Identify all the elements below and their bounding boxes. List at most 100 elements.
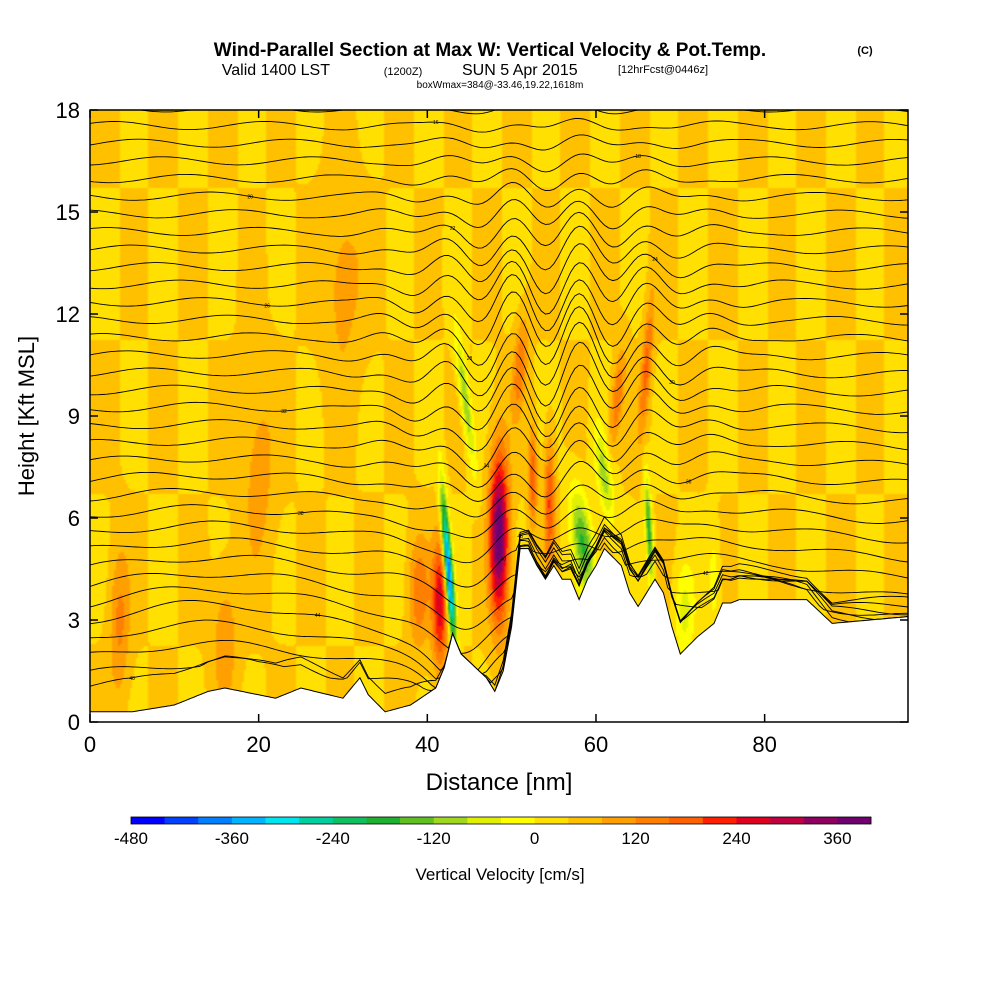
theta-contour (89, 527, 909, 671)
theta-contour (89, 260, 909, 315)
y-tick-label: 3 (68, 608, 80, 633)
theta-contour-label: 48 (129, 676, 135, 682)
theta-contour (89, 168, 909, 192)
subtitle-forecast: [12hrFcst@0446z] (618, 64, 708, 76)
theta-contour (89, 153, 909, 173)
colorbar-segment (669, 817, 704, 824)
colorbar-segment (366, 817, 401, 824)
theta-contour (89, 321, 909, 386)
colorbar-frame (130, 816, 872, 825)
theta-contour (89, 341, 909, 407)
colorbar-tick-label: 0 (530, 829, 539, 848)
theta-contour (89, 536, 909, 610)
colorbar-tick-label: 120 (621, 829, 649, 848)
x-tick-label: 80 (752, 732, 776, 757)
colorbar-tick-label: -480 (114, 829, 148, 848)
theta-contour-label: 36 (686, 479, 692, 485)
potential-temperature-contours (89, 109, 909, 694)
colorbar-ticks: -480 -360 -240 -120 0 120 240 360 (114, 829, 852, 848)
x-tick-label: 0 (84, 732, 96, 757)
theta-contour-label: 46 (517, 534, 523, 540)
y-tick-label: 15 (56, 200, 80, 225)
colorbar-segment (702, 817, 737, 824)
colorbar-segment (635, 817, 670, 824)
theta-contour (89, 523, 909, 693)
colorbar-tick-label: 360 (823, 829, 851, 848)
colorbar-segment (467, 817, 502, 824)
theta-contour (89, 199, 909, 230)
theta-contour (89, 211, 909, 249)
subtitle-valid: Valid 1400 LST (222, 62, 330, 79)
x-axis: 0 20 40 60 80 (84, 110, 777, 757)
colorbar-segment (131, 817, 165, 824)
x-tick-label: 40 (415, 732, 439, 757)
y-tick-label: 0 (68, 710, 80, 735)
potential-temperature-contour-labels: 48 46 44 42 40 38 36 34 32 30 28 26 24 22 20 18 16 (129, 120, 708, 682)
colorbar-segment (164, 817, 199, 824)
theta-contour-label: 40 (500, 556, 506, 562)
theta-contour (89, 182, 909, 208)
theta-contour (89, 518, 909, 564)
theta-contour (89, 499, 909, 539)
plot-area: 48 46 44 42 40 38 36 34 32 30 28 26 24 22 20 18 16 (89, 109, 909, 723)
colorbar-segment (736, 817, 771, 824)
theta-contour-label: 34 (484, 464, 490, 470)
theta-contour (89, 530, 909, 630)
y-tick-label: 18 (56, 98, 80, 123)
terrain-mask (89, 547, 909, 723)
theta-contour (89, 516, 909, 694)
y-axis-label: Height [Kft MSL] (14, 336, 39, 496)
y-tick-label: 12 (56, 302, 80, 327)
colorbar-segment (601, 817, 636, 824)
x-tick-label: 60 (584, 732, 608, 757)
theta-contour (89, 528, 908, 689)
theta-contour (90, 364, 909, 424)
theta-contour-label: 42 (703, 571, 709, 577)
theta-contour (89, 461, 909, 502)
colorbar-segment (265, 817, 300, 824)
colorbar-segment (400, 817, 435, 824)
subtitle-date: SUN 5 Apr 2015 (462, 62, 578, 79)
colorbar-segment (837, 817, 872, 824)
colorbar-segment (433, 817, 468, 824)
theta-contour (89, 243, 909, 295)
colorbar-label: Vertical Velocity [cm/s] (415, 865, 584, 884)
colorbar-tick-label: -240 (316, 829, 350, 848)
x-tick-label: 20 (246, 732, 270, 757)
colorbar-tick-label: -120 (417, 829, 451, 848)
colorbar-segment (501, 817, 535, 824)
theta-contour-label: 28 (467, 356, 473, 362)
theta-contour-label: 24 (652, 257, 658, 263)
theta-contour (89, 439, 909, 488)
theta-contour-label: 32 (281, 409, 287, 415)
colorbar-segment (534, 817, 569, 824)
theta-contour (89, 537, 909, 588)
colorbar-segment (299, 817, 334, 824)
theta-contour (89, 422, 909, 472)
theta-contour (89, 118, 909, 133)
theta-contour (89, 306, 909, 366)
y-tick-label: 6 (68, 506, 80, 531)
subtitle-box-wmax: boxWmax=384@-33.46,19.22,1618m (417, 80, 584, 91)
chart-subtitle: Valid 1400 LST (1200Z) SUN 5 Apr 2015 [1… (222, 62, 708, 79)
colorbar-segment (568, 817, 603, 824)
theta-contour-label: 20 (247, 195, 253, 201)
theta-contour-label: 22 (450, 226, 456, 232)
theta-contour (89, 483, 909, 518)
theta-contour (89, 383, 909, 437)
chart-title: Wind-Parallel Section at Max W: Vertical… (214, 40, 766, 61)
theta-contour (89, 225, 909, 271)
theta-contour-label: 26 (264, 304, 270, 310)
theta-contour-label: 18 (635, 154, 641, 160)
x-axis-label: Distance [nm] (426, 769, 573, 796)
theta-contour-label: 16 (433, 120, 439, 126)
y-tick-label: 9 (68, 404, 80, 429)
theta-contour-label: 44 (315, 613, 321, 619)
colorbar-segment (332, 817, 367, 824)
theta-contour (89, 403, 909, 452)
theta-contour (89, 291, 909, 347)
colorbar-segment (803, 817, 838, 824)
colorbar (130, 816, 872, 825)
